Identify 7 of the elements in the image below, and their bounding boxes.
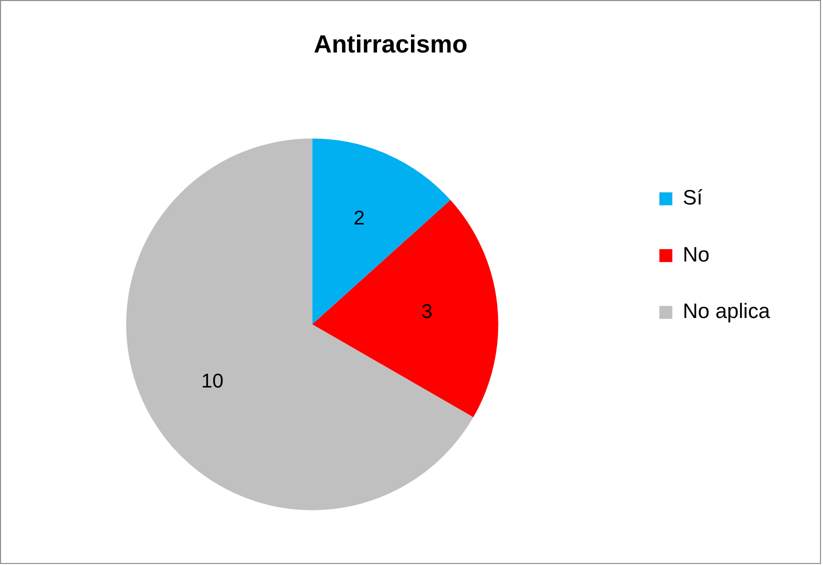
- data-label: 3: [421, 300, 432, 323]
- legend-label: No: [682, 243, 710, 266]
- data-label: 10: [201, 370, 224, 392]
- legend-label: No aplica: [682, 300, 770, 324]
- legend-label: Sí: [682, 186, 703, 210]
- chart-title: Antirracismo: [314, 30, 468, 59]
- data-label: 2: [354, 208, 365, 230]
